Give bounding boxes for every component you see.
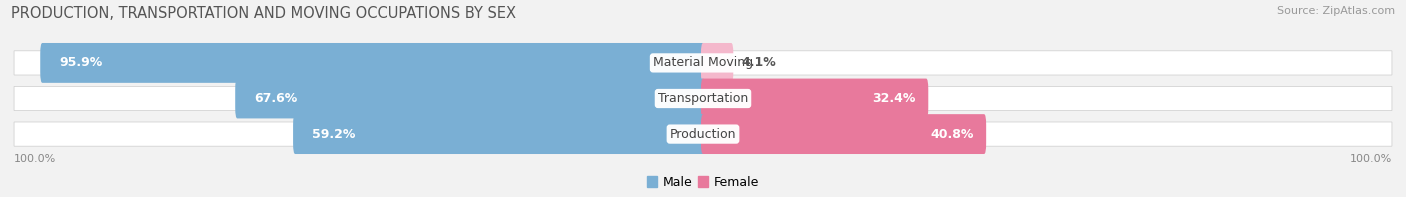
Text: 4.1%: 4.1% bbox=[741, 56, 776, 69]
Text: 59.2%: 59.2% bbox=[312, 128, 356, 141]
FancyBboxPatch shape bbox=[14, 51, 1392, 75]
Text: 100.0%: 100.0% bbox=[14, 154, 56, 164]
FancyBboxPatch shape bbox=[235, 79, 704, 118]
FancyBboxPatch shape bbox=[702, 43, 734, 83]
Text: PRODUCTION, TRANSPORTATION AND MOVING OCCUPATIONS BY SEX: PRODUCTION, TRANSPORTATION AND MOVING OC… bbox=[11, 6, 516, 21]
Text: Material Moving: Material Moving bbox=[652, 56, 754, 69]
Text: Production: Production bbox=[669, 128, 737, 141]
Text: 40.8%: 40.8% bbox=[931, 128, 974, 141]
FancyBboxPatch shape bbox=[292, 114, 704, 154]
FancyBboxPatch shape bbox=[14, 122, 1392, 146]
FancyBboxPatch shape bbox=[702, 79, 928, 118]
FancyBboxPatch shape bbox=[702, 114, 986, 154]
FancyBboxPatch shape bbox=[41, 43, 704, 83]
Text: 67.6%: 67.6% bbox=[254, 92, 298, 105]
Text: 100.0%: 100.0% bbox=[1350, 154, 1392, 164]
FancyBboxPatch shape bbox=[14, 86, 1392, 111]
Text: Source: ZipAtlas.com: Source: ZipAtlas.com bbox=[1277, 6, 1395, 16]
Text: 32.4%: 32.4% bbox=[873, 92, 915, 105]
Text: Transportation: Transportation bbox=[658, 92, 748, 105]
Text: 95.9%: 95.9% bbox=[59, 56, 103, 69]
Legend: Male, Female: Male, Female bbox=[643, 171, 763, 194]
